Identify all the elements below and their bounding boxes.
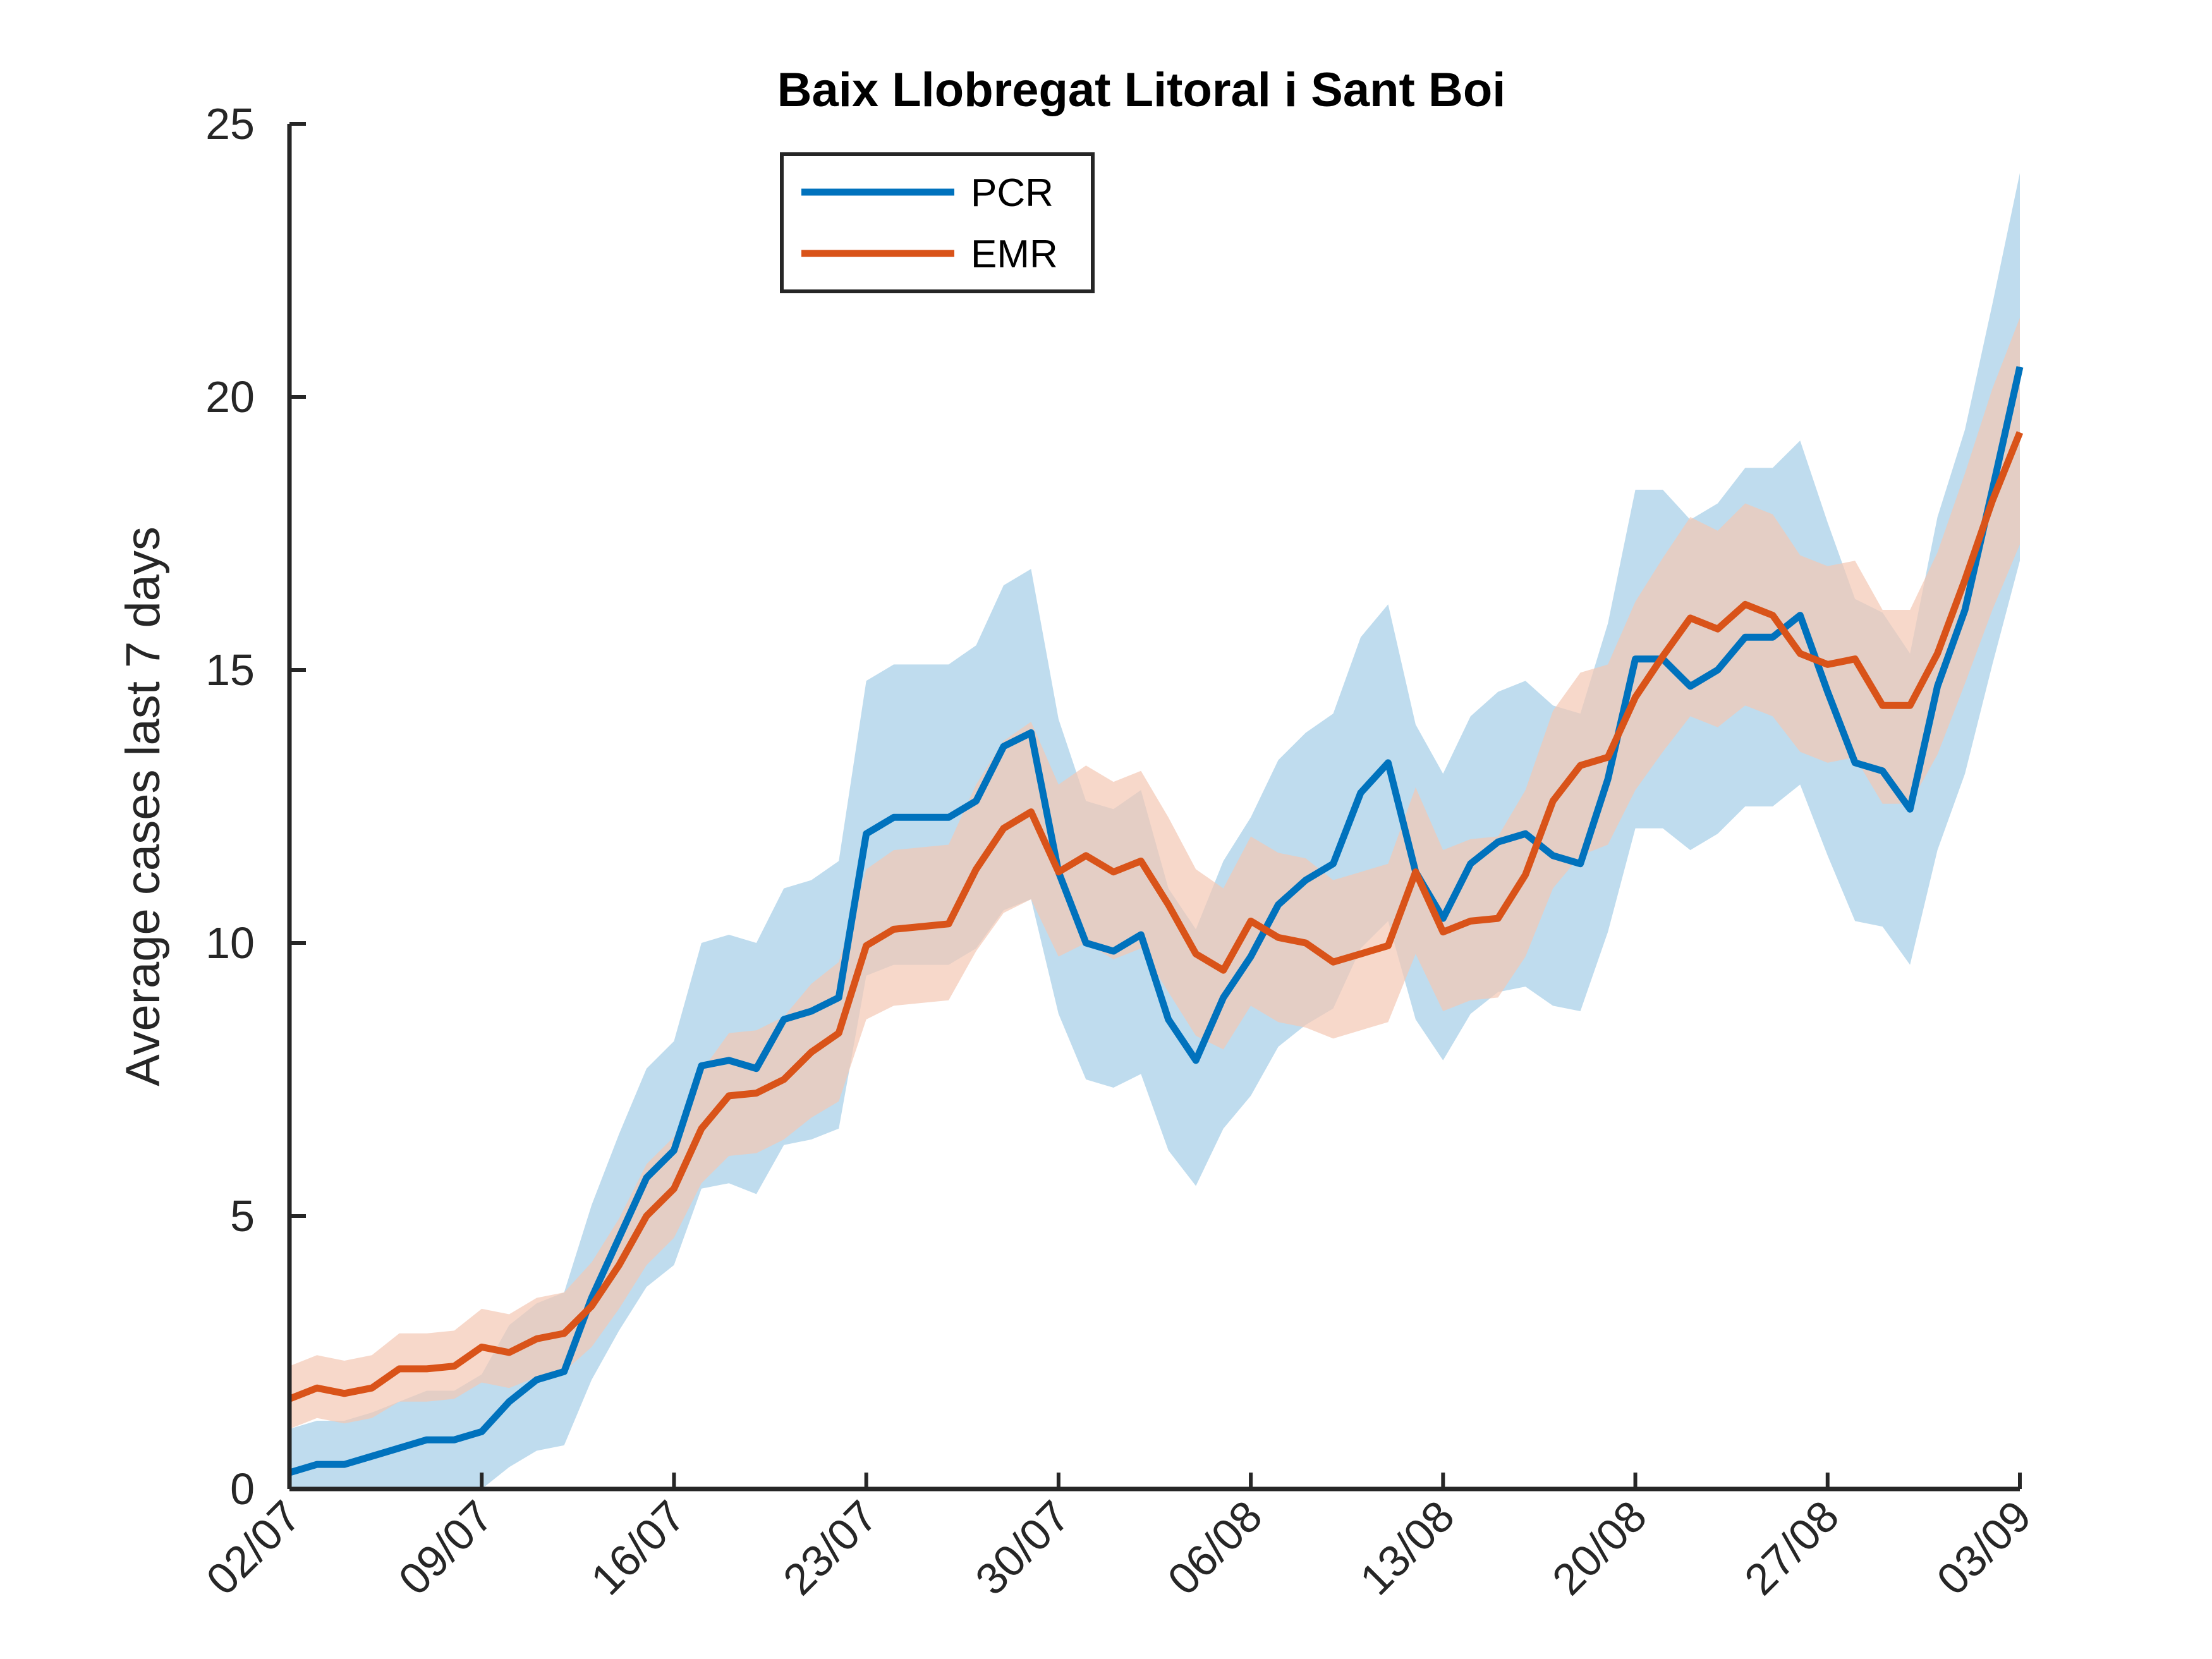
axes (287, 124, 2020, 1492)
legend-box (780, 152, 1095, 293)
x-tick-label: 06/08 (1158, 1491, 1272, 1604)
y-tick-label: 5 (230, 1191, 255, 1241)
y-tick-label: 20 (205, 372, 255, 422)
band-emr (289, 317, 2020, 1430)
x-tick-label: 20/08 (1543, 1491, 1656, 1604)
y-tick-label: 25 (205, 99, 255, 149)
chart-title: Baix Llobregat Litoral i Sant Boi (777, 63, 1506, 117)
y-tick-label: 15 (205, 645, 255, 695)
legend-label-emr: EMR (971, 233, 1058, 276)
series-line-emr (288, 431, 2024, 1402)
x-tick-label: 27/08 (1735, 1491, 1848, 1604)
confidence-bands (289, 173, 2020, 1489)
x-tick-label: 30/07 (966, 1491, 1079, 1604)
x-tick-label: 23/07 (774, 1491, 887, 1604)
legend: PCR EMR (780, 152, 1095, 293)
x-tick-label: 03/09 (1928, 1491, 2041, 1604)
series-lines (288, 366, 2024, 1476)
y-axis-label: Average cases last 7 days (116, 526, 170, 1086)
y-tick-label: 0 (230, 1464, 255, 1514)
series-line-pcr (288, 366, 2024, 1476)
y-ticks: 0 5 10 15 20 25 (205, 99, 306, 1514)
x-tick-label: 16/07 (581, 1491, 695, 1604)
legend-label-pcr: PCR (971, 171, 1054, 215)
y-tick-label: 10 (205, 918, 255, 968)
x-ticks: 02/07 09/07 16/07 23/07 30/07 06/08 13/08 20/08… (197, 1473, 2041, 1604)
x-tick-label: 09/07 (389, 1491, 502, 1604)
x-tick-label: 13/08 (1351, 1491, 1464, 1604)
